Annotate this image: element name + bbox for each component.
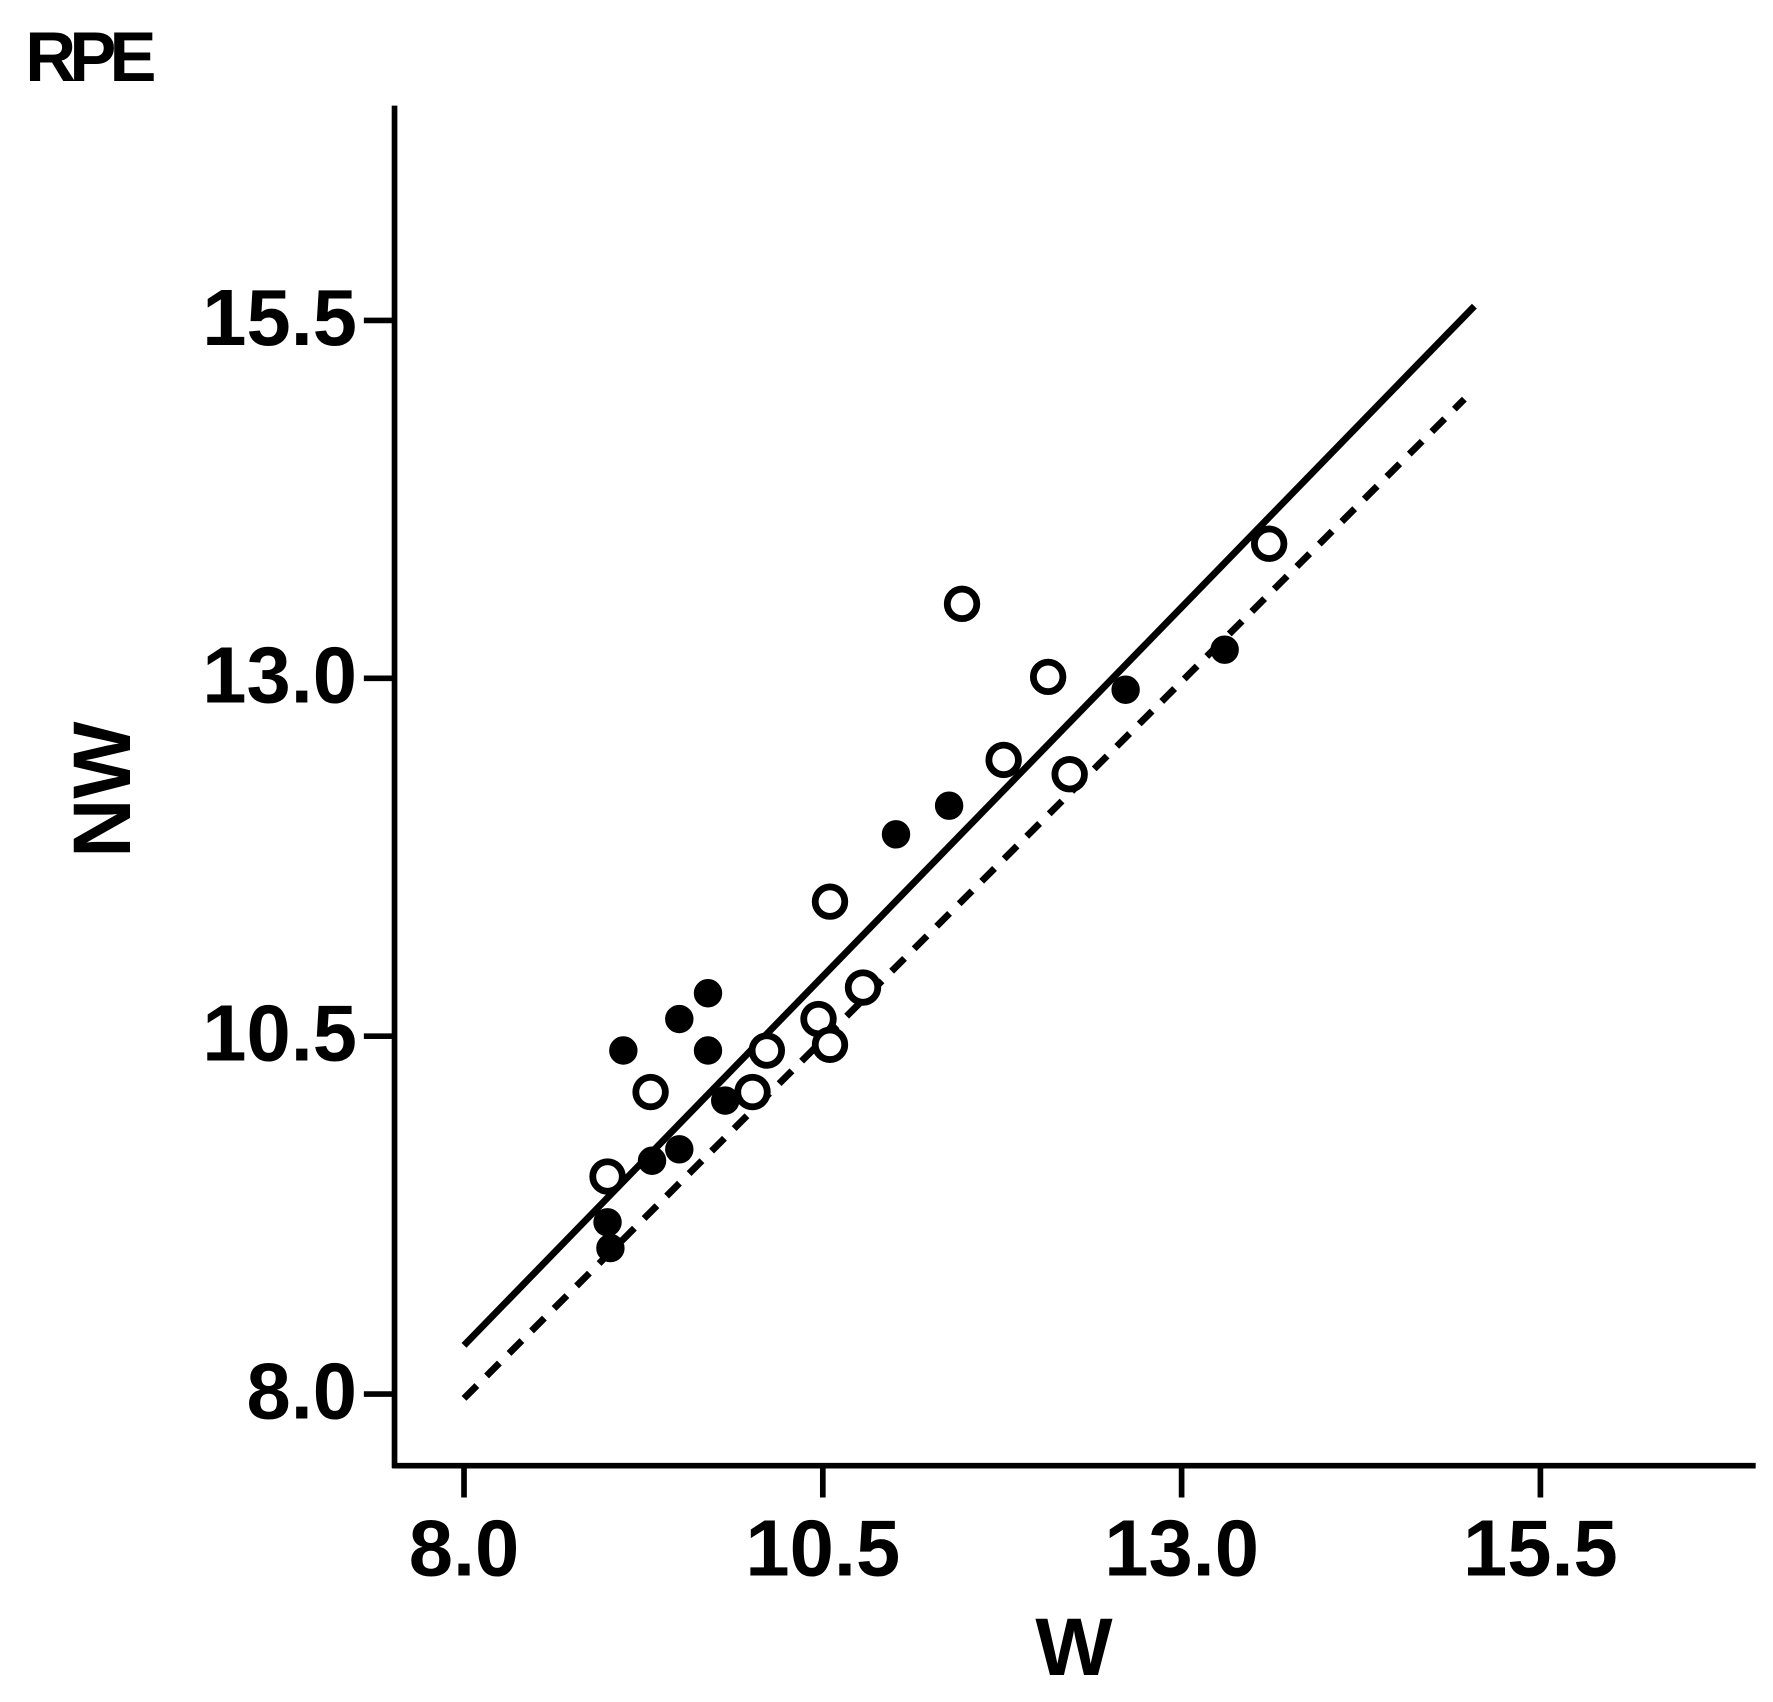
point-filled: [665, 1004, 694, 1034]
point-filled: [693, 1036, 723, 1065]
point-open: [985, 741, 1022, 779]
point-filled: [881, 820, 911, 849]
y-tick-label: 15.5: [202, 273, 357, 362]
y-tick-label: 10.5: [202, 989, 357, 1078]
y-tick-label: 8.0: [246, 1347, 357, 1436]
point-filled: [1111, 675, 1140, 704]
x-tick-label: 15.5: [1463, 1503, 1618, 1592]
point-filled: [693, 979, 723, 1008]
point-open: [943, 585, 981, 623]
point-open: [748, 1032, 786, 1069]
x-tick-label: 13.0: [1104, 1503, 1259, 1592]
point-open: [1029, 658, 1067, 696]
y-tick-label: 13.0: [202, 631, 357, 720]
point-filled: [665, 1135, 694, 1164]
point-open: [1051, 756, 1088, 793]
x-axis-title: W: [1035, 1602, 1113, 1693]
regression-line: [461, 396, 1467, 1401]
y-axis-title: NW: [57, 721, 148, 858]
point-filled: [934, 791, 964, 820]
point-filled: [637, 1146, 667, 1175]
point-open: [811, 883, 849, 920]
point-filled: [596, 1233, 625, 1263]
point-open: [844, 969, 882, 1006]
point-open: [734, 1073, 771, 1111]
panel-label: RPE: [25, 17, 154, 96]
point-filled: [1210, 635, 1239, 664]
point-open: [1250, 525, 1288, 562]
x-tick-label: 10.5: [745, 1503, 900, 1592]
x-tick-label: 8.0: [409, 1503, 520, 1592]
point-open: [632, 1073, 669, 1111]
point-filled: [593, 1208, 622, 1237]
regression-line: [461, 303, 1477, 1348]
point-filled: [609, 1036, 638, 1065]
point-open: [589, 1158, 626, 1195]
point-open: [811, 1026, 849, 1063]
